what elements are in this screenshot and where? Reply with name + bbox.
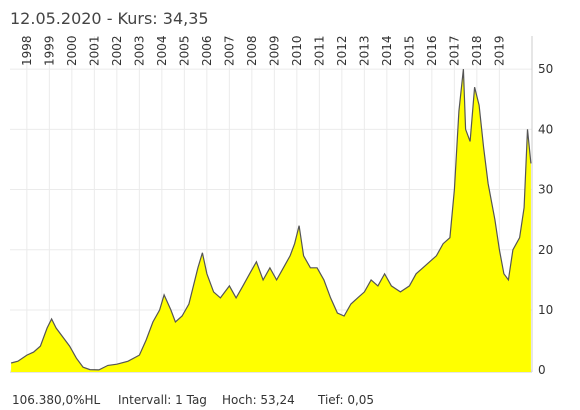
x-tick-label: 2010 bbox=[290, 35, 304, 66]
x-tick-label: 2013 bbox=[357, 35, 371, 66]
footer-label: 106.380,0%HL bbox=[12, 393, 100, 407]
x-tick-label: 2007 bbox=[222, 35, 236, 66]
x-tick-label: 2008 bbox=[245, 35, 259, 66]
x-tick-label: 2016 bbox=[425, 35, 439, 66]
x-tick-label: 2012 bbox=[335, 35, 349, 66]
y-tick-label: 10 bbox=[538, 303, 553, 317]
y-tick-label: 20 bbox=[538, 243, 553, 257]
y-tick-label: 30 bbox=[538, 183, 553, 197]
area bbox=[11, 69, 531, 372]
x-tick-label: 2004 bbox=[155, 35, 169, 66]
x-tick-label: 1998 bbox=[20, 35, 34, 66]
x-tick-label: 2005 bbox=[177, 35, 191, 66]
y-tick-label: 50 bbox=[538, 62, 553, 76]
x-tick-label: 2006 bbox=[200, 35, 214, 66]
x-tick-label: 2018 bbox=[470, 35, 484, 66]
x-tick-label: 2000 bbox=[65, 35, 79, 66]
x-tick-label: 2002 bbox=[110, 35, 124, 66]
x-tick-label: 2015 bbox=[402, 35, 416, 66]
footer-label: Tief: 0,05 bbox=[317, 393, 374, 407]
x-tick-label: 2009 bbox=[267, 35, 281, 66]
x-tick-label: 2011 bbox=[312, 35, 326, 66]
x-tick-label: 2019 bbox=[492, 35, 506, 66]
x-tick-label: 1999 bbox=[42, 35, 56, 66]
x-tick-label: 2003 bbox=[132, 35, 146, 66]
line bbox=[10, 69, 532, 371]
y-tick-label: 40 bbox=[538, 122, 553, 136]
footer-label: Hoch: 53,24 bbox=[222, 393, 295, 407]
footer-label: Intervall: 1 Tag bbox=[118, 393, 207, 407]
y-tick-label: 0 bbox=[538, 363, 546, 377]
x-tick-label: 2014 bbox=[380, 35, 394, 66]
x-tick-label: 2001 bbox=[87, 35, 101, 66]
x-tick-label: 2017 bbox=[447, 35, 461, 66]
chart-title: 12.05.2020 - Kurs: 34,35 bbox=[10, 9, 209, 28]
